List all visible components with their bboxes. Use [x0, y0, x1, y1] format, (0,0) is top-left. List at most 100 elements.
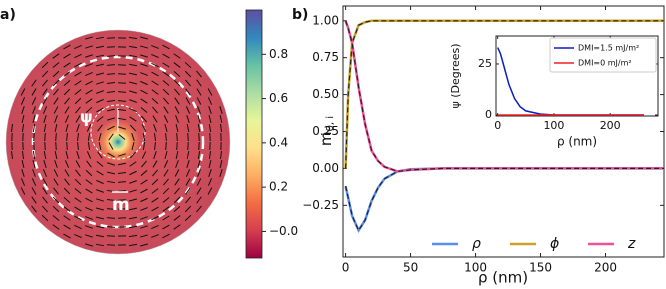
arrow [162, 197, 170, 203]
arrow [97, 124, 103, 132]
arrow [128, 63, 138, 67]
colorbar-tick-label: 0.2 [269, 180, 288, 194]
arrow [74, 178, 82, 186]
arrow [53, 97, 59, 105]
arrow [164, 124, 168, 132]
arrow [129, 189, 137, 193]
arrow [63, 187, 71, 195]
arrow [95, 54, 105, 58]
arrow [128, 36, 138, 40]
arrow [140, 188, 148, 194]
arrow [140, 54, 148, 58]
arrow [196, 70, 202, 78]
arrow [85, 36, 93, 40]
arrow [55, 141, 57, 151]
arrow [152, 160, 158, 168]
arrow [151, 71, 159, 77]
arrow [63, 80, 71, 86]
arrow [117, 117, 127, 121]
arrow [106, 226, 116, 228]
arrow [129, 81, 137, 85]
arrow [85, 54, 93, 58]
arrow [32, 160, 36, 168]
arrow [129, 99, 137, 103]
y-tick-label: −0.25 [302, 198, 339, 212]
arrow [185, 106, 191, 114]
arrow [107, 152, 115, 158]
arrow [98, 141, 102, 151]
arrow [162, 187, 170, 195]
arrow [152, 115, 158, 123]
arrow [52, 224, 60, 230]
arrow [219, 106, 223, 114]
arrow [95, 234, 105, 238]
arrow [162, 224, 170, 230]
arrow [174, 178, 180, 186]
arrow [53, 88, 59, 96]
arrow [98, 133, 102, 141]
arrow [208, 106, 212, 114]
arrow [96, 189, 104, 193]
arrow [21, 114, 25, 124]
arrow [117, 171, 127, 175]
arrow [74, 80, 82, 86]
arrow [128, 45, 138, 49]
arrow [219, 169, 223, 177]
arrow [152, 169, 158, 177]
arrow [21, 123, 25, 133]
colorbar-tick-label: −0.0 [269, 224, 298, 238]
arrow [74, 62, 82, 68]
arrow [142, 141, 146, 151]
arrow [162, 44, 170, 50]
y-axis-label: ψ (Degrees) [449, 43, 462, 108]
series-overlay [345, 20, 664, 173]
arrow [106, 235, 116, 237]
arrow [174, 88, 180, 96]
arrow [20, 97, 26, 105]
colorbar-tick-label: 0.4 [269, 135, 288, 149]
arrow [129, 170, 137, 176]
arrow [207, 187, 213, 195]
arrow [106, 99, 116, 103]
arrow [41, 61, 49, 69]
arrow [140, 63, 148, 67]
arrow [151, 215, 159, 221]
arrow [106, 208, 116, 210]
arrow [163, 106, 169, 114]
arrow [175, 115, 179, 123]
arrow [173, 62, 181, 68]
arrow [53, 178, 59, 186]
arrow [118, 134, 126, 140]
arrow [197, 169, 201, 177]
arrow [128, 225, 138, 229]
arrow [74, 224, 82, 230]
arrow [175, 160, 179, 168]
arrow [95, 243, 105, 247]
y-label-sub: 0, i [325, 116, 336, 132]
arrow [65, 124, 69, 132]
y-tick-label: 0.00 [312, 161, 339, 175]
arrow [108, 133, 114, 141]
arrow [128, 207, 138, 211]
arrow [75, 115, 81, 123]
arrow [86, 151, 92, 159]
arrow [96, 179, 104, 185]
arrow [174, 106, 180, 114]
arrow [175, 150, 179, 160]
x-tick-label: 200 [600, 119, 621, 132]
arrow [64, 97, 70, 105]
arrow [162, 215, 170, 221]
arrow [32, 123, 36, 133]
arrow [173, 205, 181, 213]
arrow [21, 150, 25, 160]
arrow [184, 61, 192, 69]
arrow [140, 45, 148, 49]
arrow [187, 132, 189, 142]
arrow [43, 115, 47, 123]
arrow [52, 79, 60, 87]
arrow [52, 62, 60, 68]
arrow [74, 53, 82, 59]
colorbar-tick-label: 0.6 [269, 91, 288, 105]
arrow [95, 36, 105, 40]
